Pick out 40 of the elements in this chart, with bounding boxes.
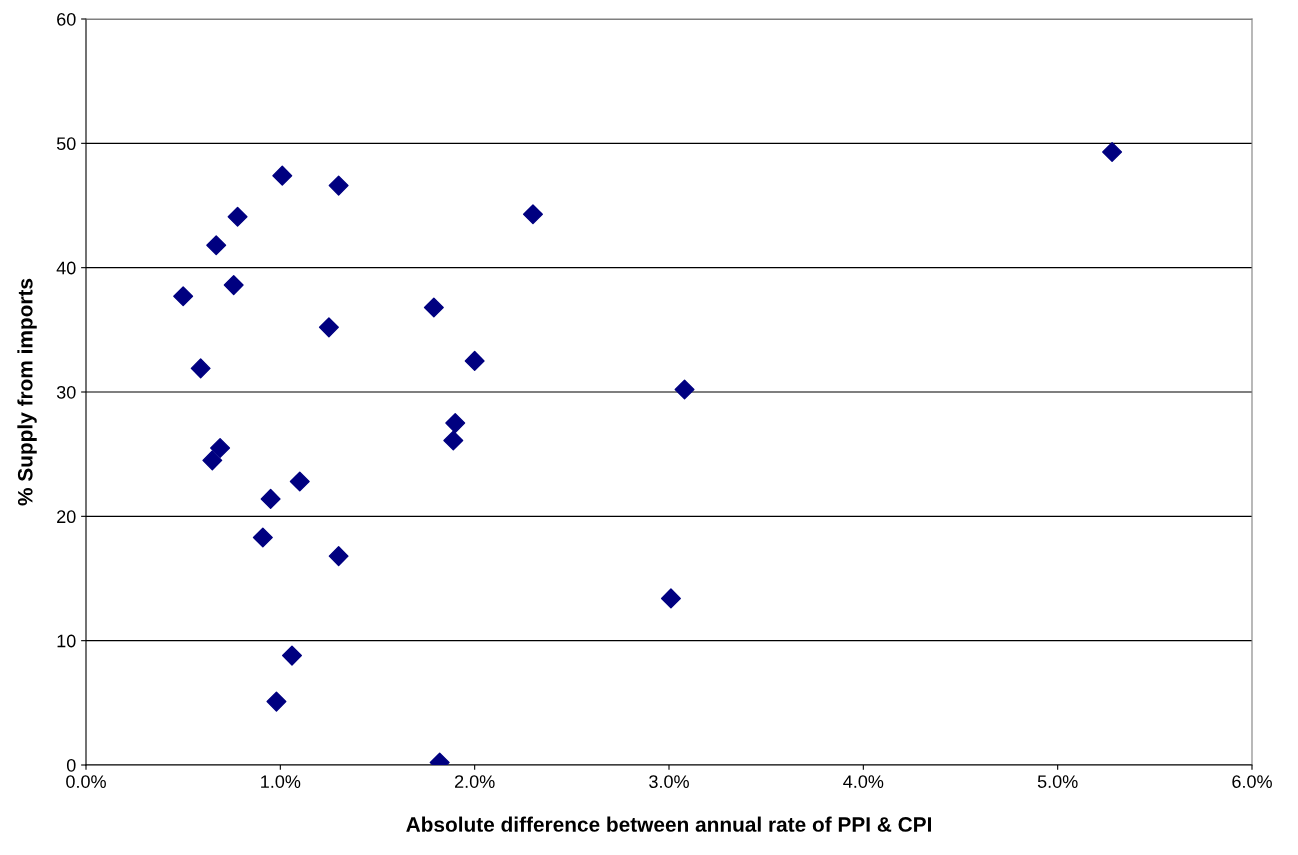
y-tick-label: 20 xyxy=(57,510,76,524)
point xyxy=(190,358,211,379)
point xyxy=(202,450,223,471)
point xyxy=(252,527,273,548)
point xyxy=(445,413,466,434)
point xyxy=(443,430,464,451)
y-axis-title: % Supply from imports xyxy=(17,278,37,506)
point xyxy=(227,206,248,227)
point xyxy=(260,488,281,509)
point xyxy=(423,297,444,318)
point xyxy=(223,275,244,296)
point xyxy=(266,691,287,712)
x-tick-label: 3.0% xyxy=(649,775,689,788)
point xyxy=(660,588,681,609)
y-tick-label: 30 xyxy=(56,385,76,399)
point xyxy=(328,546,349,567)
x-tick-label: 6.0% xyxy=(1232,775,1272,788)
y-tick-label: 60 xyxy=(57,12,76,26)
x-tick-label: 2.0% xyxy=(455,775,495,788)
point xyxy=(173,286,194,307)
point xyxy=(318,317,339,338)
point xyxy=(272,165,293,186)
point xyxy=(464,350,485,371)
x-tick-label: 0.0% xyxy=(66,775,106,788)
x-tick-label: 4.0% xyxy=(843,775,884,788)
point xyxy=(328,175,349,196)
point xyxy=(206,235,227,256)
point xyxy=(210,437,231,458)
x-tick-label: 5.0% xyxy=(1037,775,1078,788)
y-tick-label: 10 xyxy=(57,634,76,648)
x-axis-title: Absolute difference between annual rate of PPI & CPI xyxy=(406,816,931,832)
point xyxy=(674,379,695,400)
point xyxy=(281,645,303,666)
point xyxy=(289,471,310,492)
y-tick-label: 0 xyxy=(66,758,76,772)
y-tick-label: 50 xyxy=(56,137,76,151)
point xyxy=(522,204,543,225)
point xyxy=(1102,142,1123,163)
x-tick-label: 1.0% xyxy=(261,775,301,788)
y-tick-label: 40 xyxy=(56,261,76,275)
